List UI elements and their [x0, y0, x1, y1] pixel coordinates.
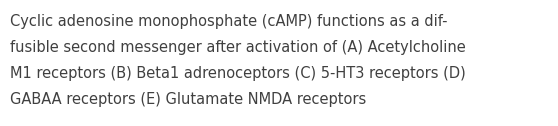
Text: M1 receptors (B) Beta1 adrenoceptors (C) 5-HT3 receptors (D): M1 receptors (B) Beta1 adrenoceptors (C)… — [10, 66, 466, 81]
Text: GABAA receptors (E) Glutamate NMDA receptors: GABAA receptors (E) Glutamate NMDA recep… — [10, 92, 366, 107]
Text: fusible second messenger after activation of (A) Acetylcholine: fusible second messenger after activatio… — [10, 40, 466, 55]
Text: Cyclic adenosine monophosphate (cAMP) functions as a dif-: Cyclic adenosine monophosphate (cAMP) fu… — [10, 14, 448, 29]
